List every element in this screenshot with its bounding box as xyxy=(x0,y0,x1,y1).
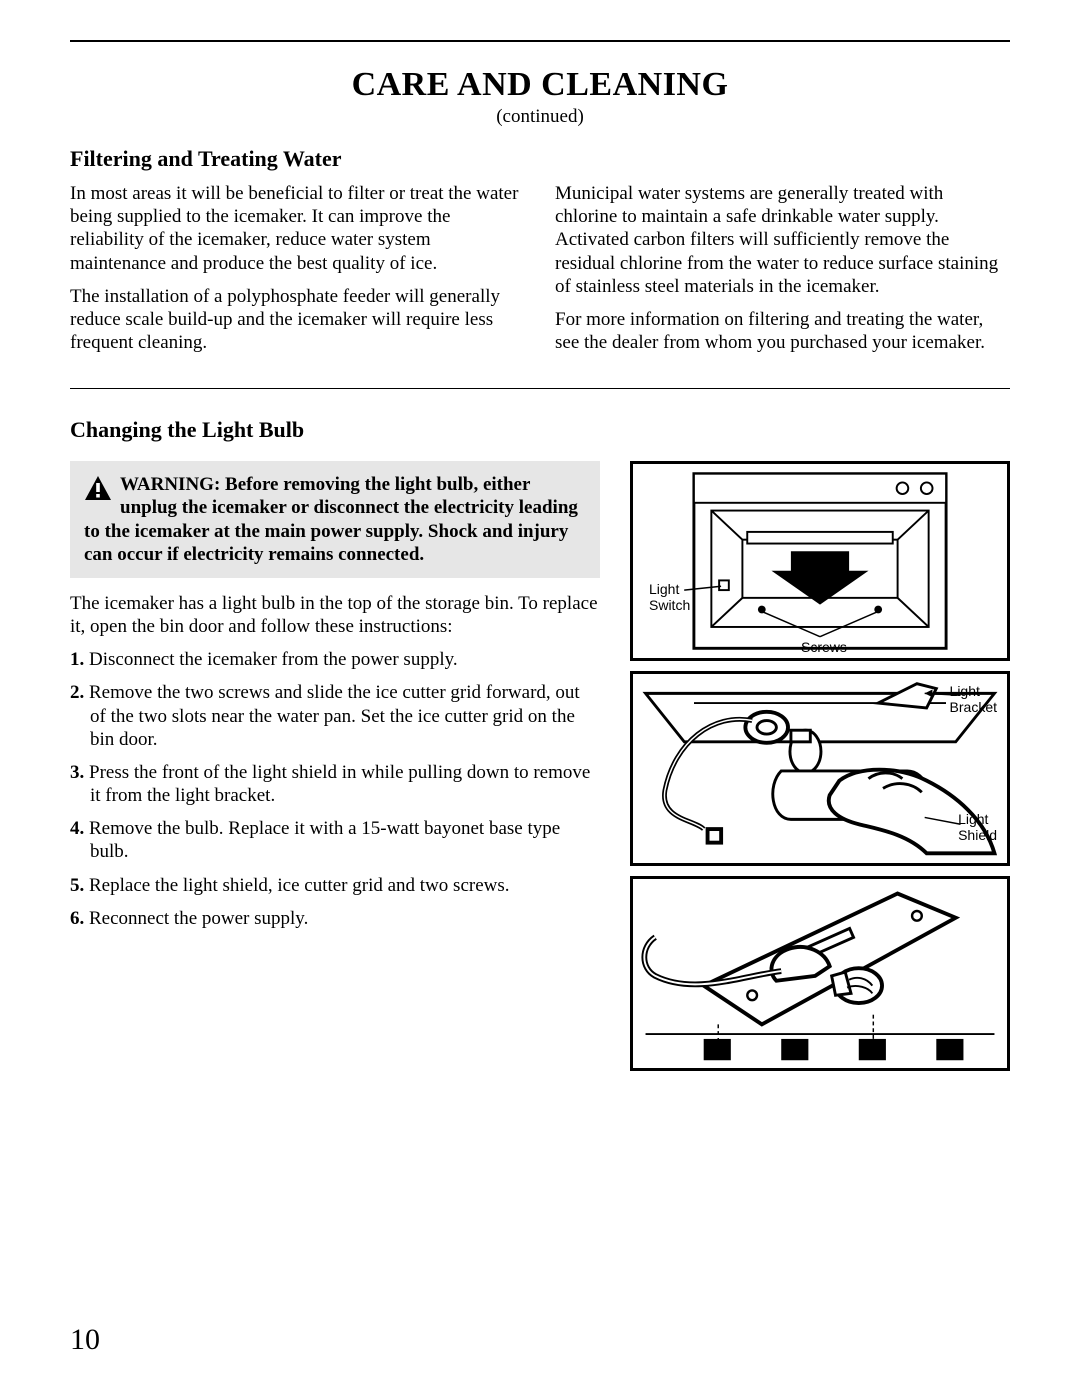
figure-1-svg xyxy=(633,464,1007,658)
page-title: CARE AND CLEANING xyxy=(70,66,1010,104)
figure-3-svg xyxy=(633,879,1007,1068)
fig2-light-bracket-label: Light Bracket xyxy=(950,684,997,715)
warning-text-wrap: WARNING: Before removing the light bulb,… xyxy=(84,473,586,566)
section1-left-p1: In most areas it will be beneficial to f… xyxy=(70,182,525,275)
fig1-light-switch-label: Light Switch xyxy=(649,582,690,613)
warning-text: WARNING: Before removing the light bulb,… xyxy=(84,474,578,565)
section-divider xyxy=(70,388,1010,389)
section2-left-col: WARNING: Before removing the light bulb,… xyxy=(70,461,600,1071)
figure-1: Light Switch Screws xyxy=(630,461,1010,661)
section1-right-col: Municipal water systems are generally tr… xyxy=(555,182,1010,364)
continued-label: (continued) xyxy=(70,106,1010,128)
step-1: 1. Disconnect the icemaker from the powe… xyxy=(70,648,600,671)
top-rule xyxy=(70,40,1010,42)
fig1-screws-label: Screws xyxy=(801,640,847,655)
page-number: 10 xyxy=(70,1323,100,1357)
warning-box: WARNING: Before removing the light bulb,… xyxy=(70,461,600,578)
section1-right-p2: For more information on filtering and tr… xyxy=(555,308,1010,354)
figures-column: Light Switch Screws xyxy=(630,461,1010,1071)
section1-heading: Filtering and Treating Water xyxy=(70,146,1010,172)
steps-list: 1. Disconnect the icemaker from the powe… xyxy=(70,648,600,930)
step-5: 5. Replace the light shield, ice cutter … xyxy=(70,874,600,897)
section1-columns: In most areas it will be beneficial to f… xyxy=(70,182,1010,364)
section2-heading: Changing the Light Bulb xyxy=(70,417,1010,443)
section1-right-p1: Municipal water systems are generally tr… xyxy=(555,182,1010,298)
section1-left-p2: The installation of a polyphosphate feed… xyxy=(70,285,525,355)
warning-icon xyxy=(84,475,112,507)
section2-intro: The icemaker has a light bulb in the top… xyxy=(70,592,600,638)
section1-left-col: In most areas it will be beneficial to f… xyxy=(70,182,525,364)
step-4: 4. Remove the bulb. Replace it with a 15… xyxy=(70,817,600,863)
step-6: 6. Reconnect the power supply. xyxy=(70,907,600,930)
step-2: 2. Remove the two screws and slide the i… xyxy=(70,681,600,751)
figure-2: Light Bracket Light Shield xyxy=(630,671,1010,866)
step-3: 3. Press the front of the light shield i… xyxy=(70,761,600,807)
figure-3 xyxy=(630,876,1010,1071)
section2-columns: WARNING: Before removing the light bulb,… xyxy=(70,461,1010,1071)
fig2-light-shield-label: Light Shield xyxy=(958,812,997,843)
